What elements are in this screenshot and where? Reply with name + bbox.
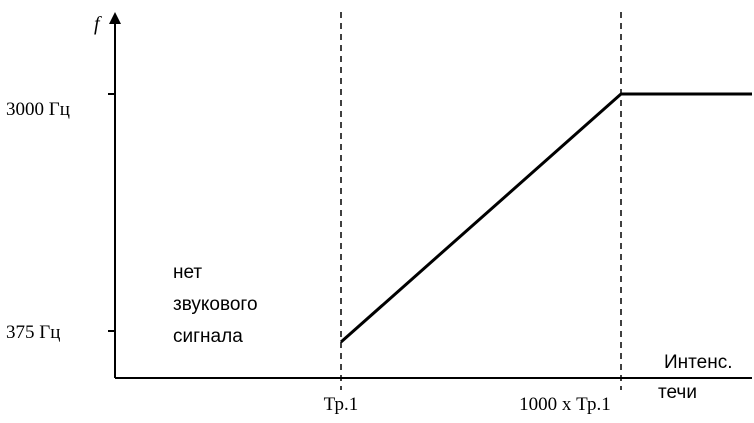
annotation-line-1: нет bbox=[173, 262, 202, 283]
y-axis-label: f bbox=[94, 13, 102, 35]
x-tick-label-tp1: Тр.1 bbox=[324, 394, 359, 415]
annotation-line-3: сигнала bbox=[173, 326, 243, 347]
y-tick-label-375: 375 Гц bbox=[6, 322, 60, 343]
annotation-line-2: звукового bbox=[173, 294, 258, 315]
x-axis-label-line-2: течи bbox=[658, 382, 697, 403]
y-tick-label-3000: 3000 Гц bbox=[6, 99, 70, 120]
series-line bbox=[340, 92, 752, 344]
x-tick-label-1000tp1: 1000 x Тр.1 bbox=[519, 394, 611, 415]
x-axis-label-line-1: Интенс. bbox=[664, 352, 732, 373]
